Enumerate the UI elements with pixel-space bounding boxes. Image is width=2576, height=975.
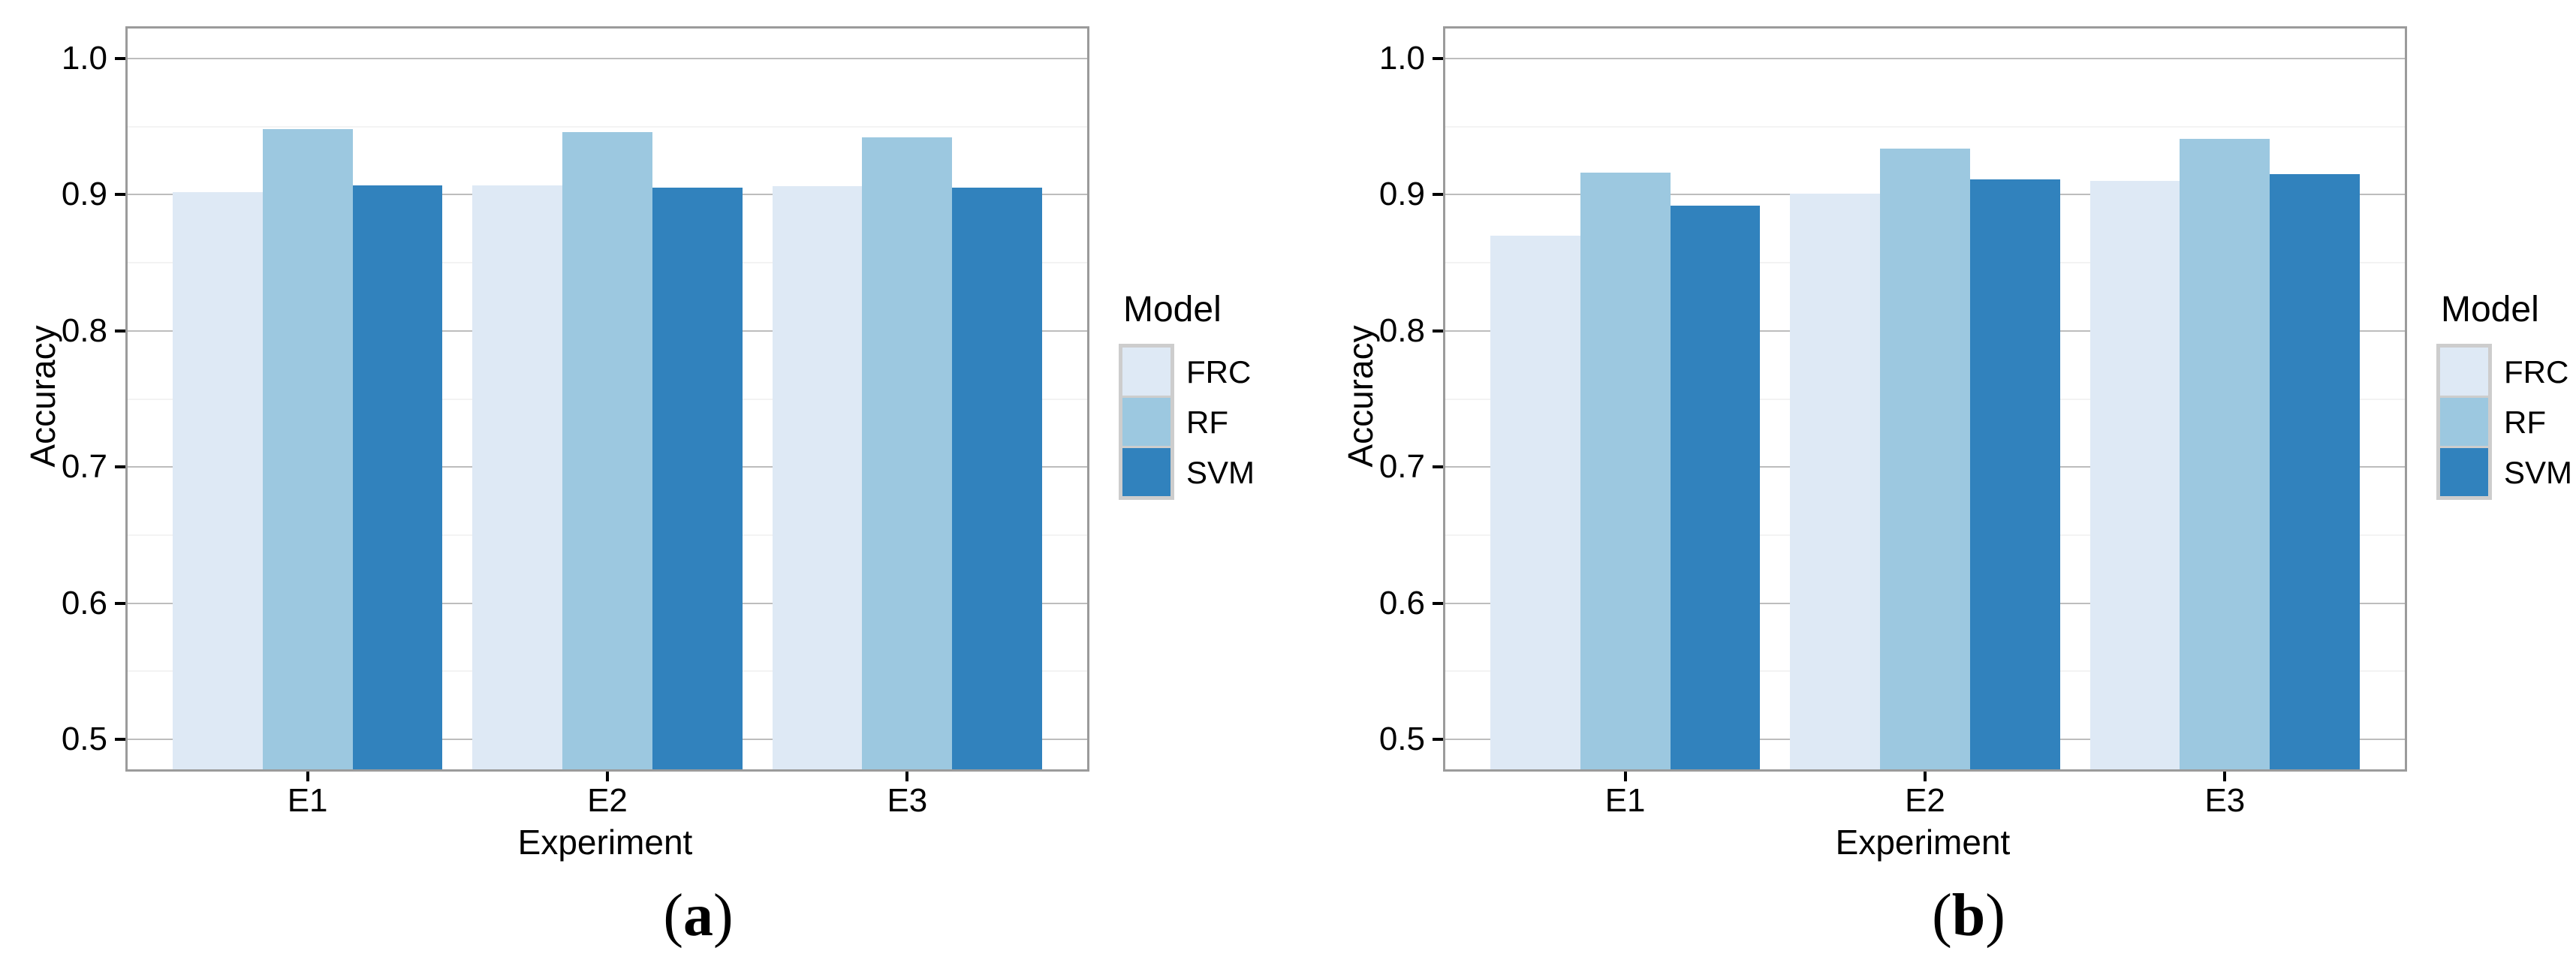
bar-e2-svm: [652, 188, 743, 769]
bar-e1-rf: [1580, 173, 1671, 769]
legend-label-frc: FRC: [1186, 354, 1252, 390]
legend-body: FRC RF SVM: [1119, 344, 1255, 500]
y-tick-mark: [1433, 601, 1443, 605]
legend: Model FRC RF SVM: [2436, 289, 2572, 500]
y-tick-mark: [115, 601, 125, 605]
y-tick-mark: [1433, 56, 1443, 60]
y-tick-mark: [1433, 329, 1443, 333]
legend-label-rf: RF: [2504, 405, 2546, 440]
legend-body: FRC RF SVM: [2436, 344, 2572, 500]
legend: Model FRC RF SVM: [1119, 289, 1255, 500]
legend-key-frc-swatch: [1122, 348, 1170, 396]
bar-e2-frc: [472, 185, 563, 769]
y-tick-label: 0.7: [1378, 448, 1425, 486]
y-tick-mark: [115, 738, 125, 742]
plot-panel-b: 0.5 0.6 0.7 0.8 0.9 1.0 E1 E2 E3: [1379, 26, 2407, 817]
caption-paren-open: (: [663, 883, 683, 949]
caption-paren-close: ): [713, 883, 734, 949]
x-tick-label: E3: [2204, 782, 2246, 819]
y-tick-label: 0.5: [1378, 721, 1425, 758]
gridline-major: [128, 57, 1087, 59]
y-tick-mark: [1433, 193, 1443, 197]
y-tick-mark: [115, 329, 125, 333]
legend-key-frame: [2436, 344, 2492, 500]
legend-key-rf-swatch: [1122, 396, 1170, 446]
caption-paren-close: ): [1985, 883, 2005, 949]
bar-e1-rf: [262, 129, 353, 769]
legend-key-frc-swatch: [2440, 348, 2488, 396]
x-tick-label: E2: [1905, 782, 1945, 819]
y-tick-mark: [1433, 465, 1443, 469]
bar-e3-frc: [772, 186, 863, 769]
legend-key-svm-swatch: [1122, 446, 1170, 496]
legend-label-rf: RF: [1186, 405, 1228, 440]
y-tick-label: 0.6: [1378, 584, 1425, 621]
x-tick-mark: [1623, 772, 1627, 781]
bar-e1-frc: [172, 191, 263, 769]
plot-panel-a: 0.5 0.6 0.7 0.8 0.9 1.0 E1 E2 E3: [62, 26, 1089, 817]
y-tick-mark: [115, 193, 125, 197]
y-tick-label: 0.7: [61, 448, 107, 486]
x-tick-label: E1: [1604, 782, 1646, 819]
figure-caption-b: (b): [1932, 882, 2005, 949]
gridline-minor: [1445, 125, 2405, 128]
gridline-major: [1445, 57, 2405, 59]
bar-e2-rf: [1880, 148, 1970, 769]
x-axis-title: Experiment: [517, 823, 693, 862]
bar-e1-svm: [352, 185, 443, 769]
y-tick-label: 0.9: [1378, 176, 1425, 213]
x-tick-mark: [606, 772, 609, 781]
gridline-minor: [128, 125, 1087, 128]
bar-e3-rf: [2180, 138, 2270, 769]
bar-e3-rf: [862, 137, 953, 769]
bar-e1-frc: [1490, 235, 1580, 769]
x-tick-mark: [905, 772, 909, 781]
x-tick-mark: [1924, 772, 1927, 781]
legend-key-rf-swatch: [2440, 396, 2488, 446]
x-tick-label: E3: [887, 782, 928, 819]
caption-letter: a: [683, 883, 713, 949]
caption-letter: b: [1951, 883, 1986, 949]
bar-e2-svm: [1969, 179, 2060, 769]
x-tick-label: E1: [287, 782, 328, 819]
x-tick-mark: [2223, 772, 2227, 781]
legend-labels: FRC RF SVM: [1186, 344, 1255, 498]
figure-b: Accuracy 0.5 0.6 0.7 0.8 0.9 1.0 E1 E2 E3 Experi…: [1276, 0, 2576, 975]
y-tick-label: 1.0: [1378, 39, 1425, 77]
y-tick-mark: [1433, 738, 1443, 742]
x-axis-title: Experiment: [1835, 823, 2011, 862]
legend-key-svm-swatch: [2440, 446, 2488, 496]
bar-e2-frc: [1790, 193, 1881, 769]
bar-e1-svm: [1670, 205, 1761, 769]
caption-paren-open: (: [1932, 883, 1952, 949]
y-tick-label: 0.9: [61, 176, 107, 213]
bar-e2-rf: [562, 131, 652, 769]
y-tick-mark: [115, 465, 125, 469]
legend-label-svm: SVM: [1186, 455, 1255, 490]
legend-labels: FRC RF SVM: [2504, 344, 2572, 498]
x-tick-mark: [306, 772, 309, 781]
y-tick-label: 1.0: [61, 39, 107, 77]
y-tick-mark: [115, 56, 125, 60]
bar-e3-frc: [2089, 181, 2180, 769]
legend-label-frc: FRC: [2504, 354, 2569, 390]
bar-e3-svm: [2270, 174, 2361, 769]
legend-title: Model: [2441, 290, 2539, 330]
legend-title: Model: [1123, 290, 1222, 330]
legend-key-frame: [1119, 344, 1174, 500]
y-tick-label: 0.6: [61, 584, 107, 621]
y-tick-label: 0.5: [61, 721, 107, 758]
x-tick-label: E2: [587, 782, 628, 819]
y-tick-label: 0.8: [61, 311, 107, 349]
y-tick-label: 0.8: [1378, 311, 1425, 349]
bar-e3-svm: [952, 188, 1043, 769]
legend-label-svm: SVM: [2504, 455, 2573, 490]
figure-caption-a: (a): [663, 882, 733, 949]
figure-a: Accuracy 0.5 0.6 0.7 0.8 0.9 1.0 E1 E2 E3 Experi…: [23, 26, 1255, 949]
